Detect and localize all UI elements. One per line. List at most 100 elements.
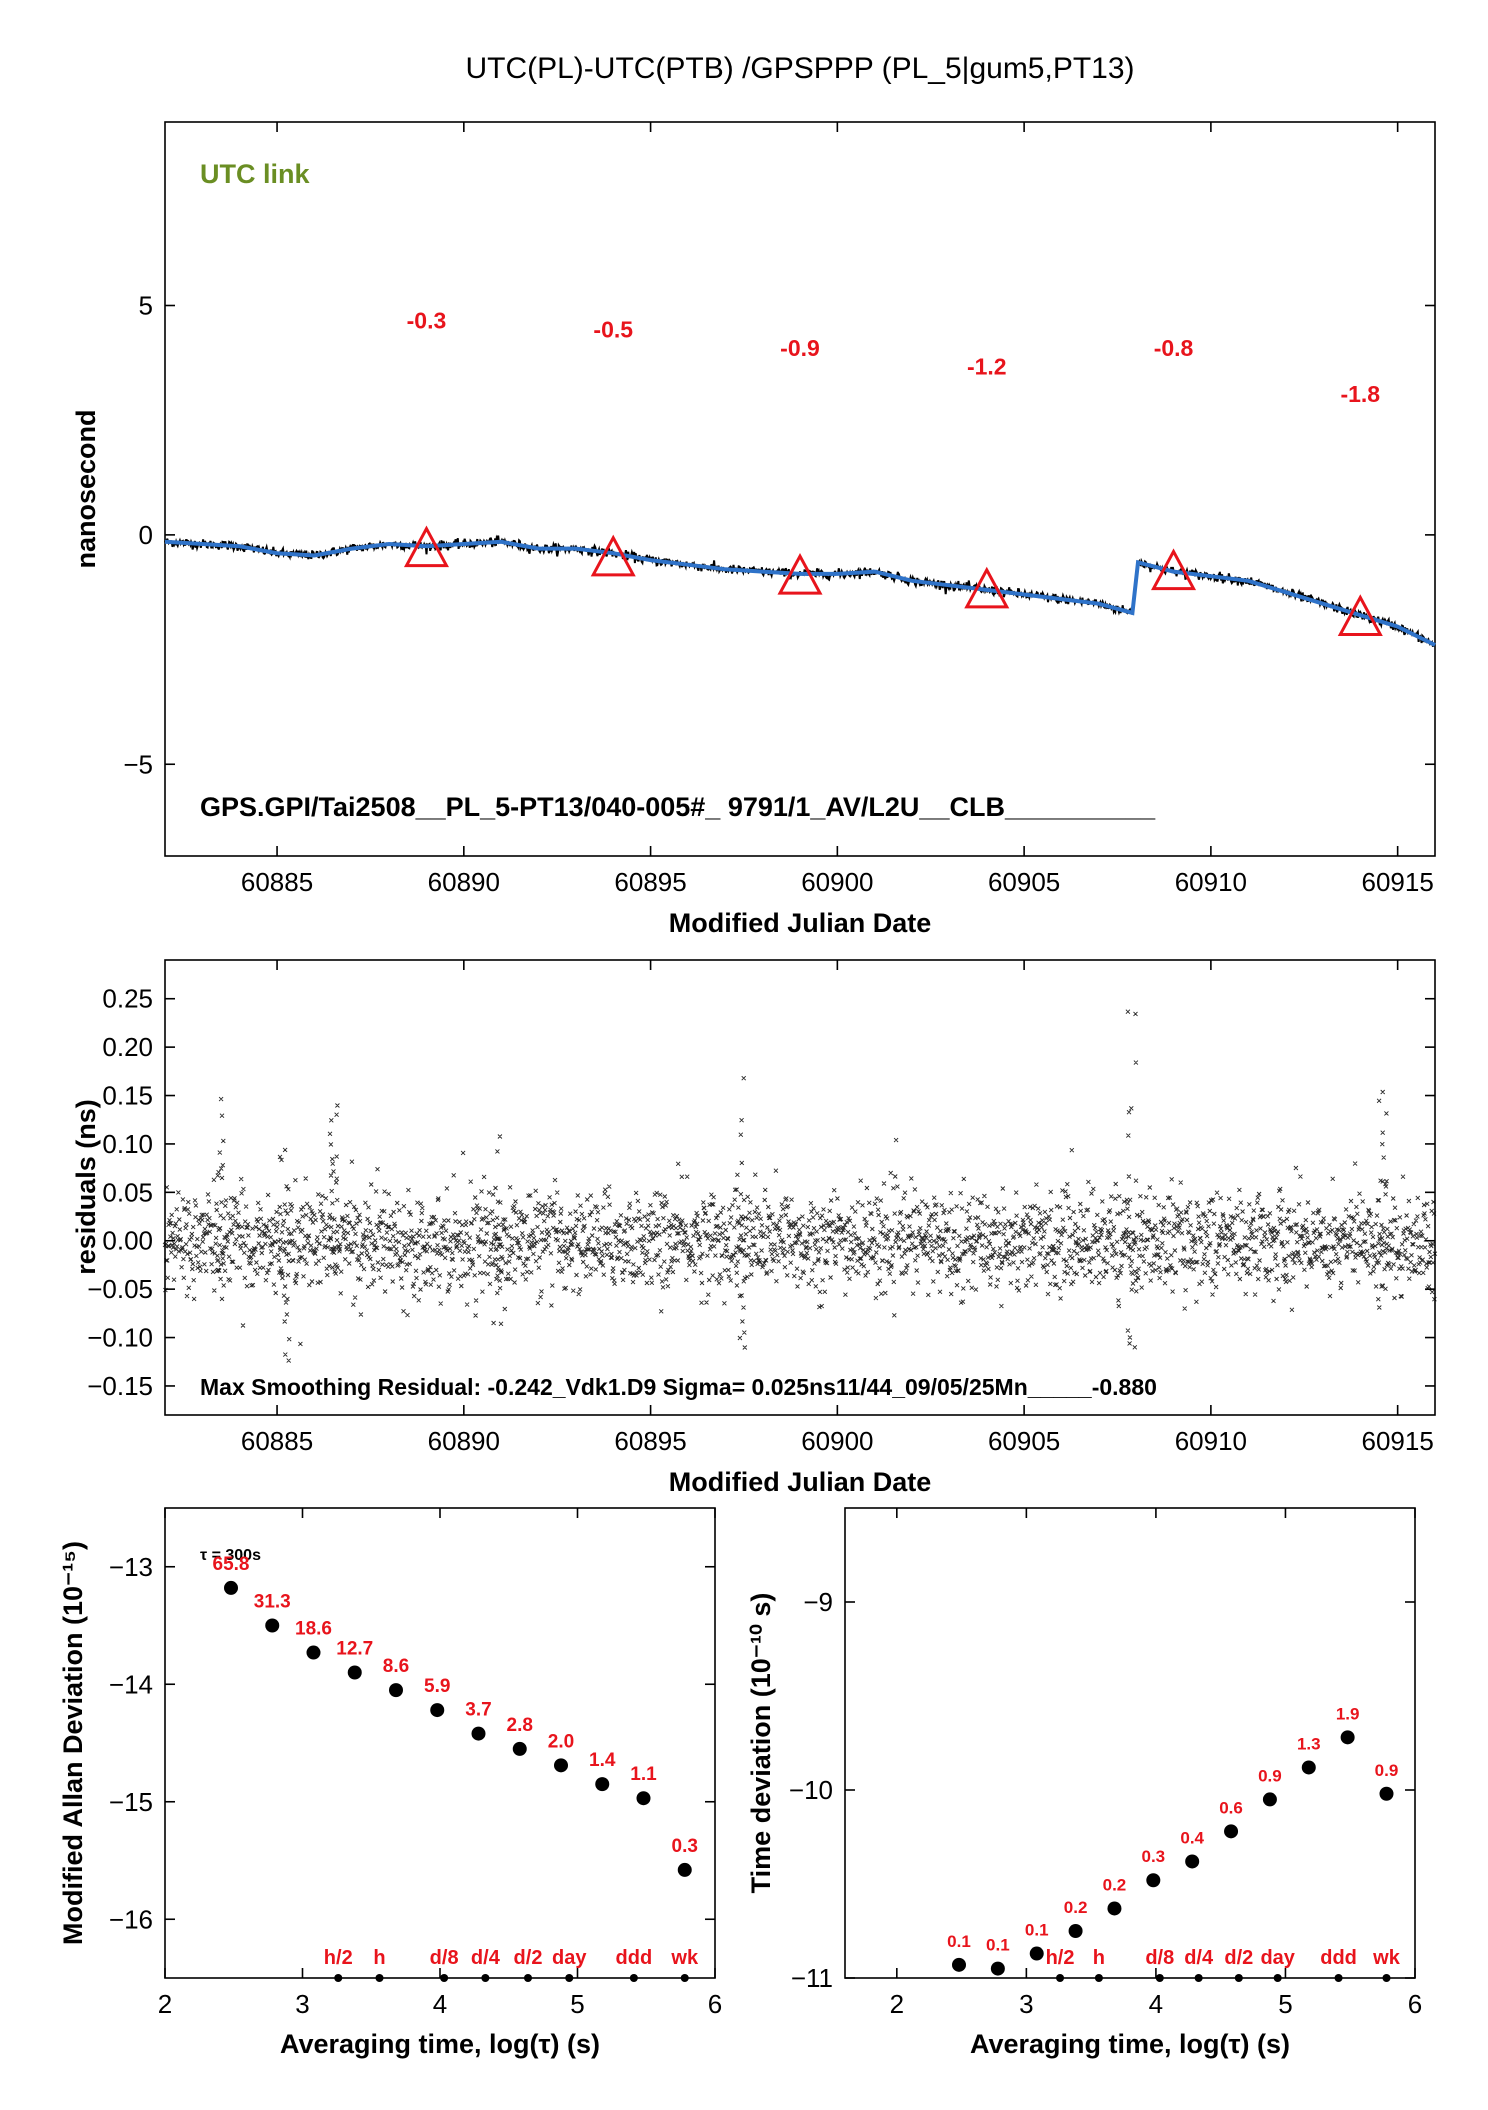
time-deviation-panel: Time deviation (10⁻¹⁰ s) Averaging time,… [746,1507,1422,2059]
panel4-point-label: 0.1 [1025,1921,1049,1940]
panel2-xtick-label: 60885 [241,1426,313,1456]
panel1-ticks: 60885 60890 60895 60900 60905 60910 60915 −5 0 5 [123,122,1435,897]
panel3-timemark-label: day [552,1947,587,1969]
panel3-point-label: 65.8 [213,1554,250,1575]
panel2-frame [164,959,1436,1416]
panel1-ytick-label: 0 [139,520,153,550]
panel1-triangle-marker [403,525,449,568]
panel2-ticks: 60885 60890 60895 60900 60905 60910 60915 −0.15… [87,960,1435,1456]
panel4-timemark-label: wk [1372,1947,1401,1969]
panel1-noise-band [164,534,1436,647]
panel3-timemark-label: d/4 [471,1947,501,1969]
panel3-timemark-dot [565,1974,574,1982]
panel3-point [347,1665,362,1680]
panel1-marker-label: -0.3 [407,307,447,333]
panel3-point-label: 0.3 [672,1836,698,1857]
panel1-footnote: GPS.GPI/Tai2508__PL_5-PT13/040-005#_ 979… [200,792,1156,822]
panel4-point [1379,1786,1394,1801]
panel2-xtick-label: 60890 [428,1426,500,1456]
panel3-timemark-label: h [373,1947,385,1969]
panel1-marker-label: -1.2 [967,353,1007,379]
panel3-xtick-label: 6 [708,1989,722,2019]
panel3-timemark-label: d/2 [514,1947,543,1969]
panel4-point-label: 0.2 [1064,1898,1088,1917]
panel4-point-label: 0.6 [1219,1798,1243,1817]
panel2-xtick-label: 60910 [1175,1426,1247,1456]
panel3-point-label: 12.7 [336,1639,373,1660]
panel3-xlabel: Averaging time, log(τ) (s) [280,2029,600,2059]
panel2-annotation: Max Smoothing Residual: -0.242_Vdk1.D9 S… [200,1374,1157,1400]
panel3-point [265,1618,280,1633]
panel4-ytick-label: −11 [791,1963,833,1993]
panel4-timemark-dot [1056,1974,1065,1982]
panel3-point-label: 1.1 [630,1764,657,1785]
panel1-triangle-marker [590,534,636,577]
panel3-ytick-label: −16 [109,1904,153,1934]
panel3-xtick-label: 3 [295,1989,309,2019]
panel1-triangle-marker [964,566,1010,609]
panel3-point [554,1758,568,1773]
panel2-ytick-label: 0.05 [102,1177,153,1207]
panel4-ytick-label: −9 [803,1587,833,1617]
panel3-ytick-label: −15 [109,1787,153,1817]
panel3-timemark-dot [481,1974,490,1982]
panel4-point [1262,1792,1277,1807]
panel4-point [1068,1924,1083,1938]
panel1-xtick-label: 60915 [1361,867,1433,897]
panel4-xtick-label: 2 [890,1989,904,2019]
panel3-ytick-label: −13 [109,1552,153,1582]
panel1-xtick-label: 60885 [241,867,313,897]
panel2-residual-cloud [162,1009,1438,1363]
panel3-point-label: 5.9 [424,1676,450,1697]
panel4-point-label: 0.4 [1180,1828,1204,1847]
panel1-ytick-label: 5 [139,291,153,321]
panel1-marker-label: -1.8 [1340,381,1380,407]
panel1-xtick-label: 60905 [988,867,1060,897]
panel4-point-label: 0.2 [1103,1875,1127,1894]
panel4-point [1340,1730,1355,1745]
panel3-tau-note: τ = 300s [200,1547,261,1564]
panel4-point [1029,1946,1044,1961]
panel1-series-line [164,539,1436,647]
panel4-timemark-dot [1382,1974,1391,1982]
panel4-ylabel: Time deviation (10⁻¹⁰ s) [746,1593,776,1894]
panel1-xtick-label: 60890 [428,867,500,897]
panel3-point [636,1791,651,1806]
panel4-point-label: 1.9 [1336,1704,1360,1723]
panel4-timemark-label: day [1260,1947,1295,1969]
panel4-timemark-label: h [1093,1947,1105,1969]
panel3-timemark-dot [375,1974,384,1982]
panel3-timemark-label: h/2 [324,1947,353,1969]
panel3-point-label: 2.8 [507,1715,533,1736]
panel4-point [1146,1873,1161,1888]
panel2-xtick-label: 60895 [614,1426,686,1456]
panel3-point [512,1741,527,1756]
panel2-xtick-label: 60900 [801,1426,873,1456]
panel3-point-label: 18.6 [295,1619,332,1640]
panel4-point-label: 0.9 [1258,1766,1282,1785]
panel3-timemark-label: ddd [616,1947,653,1969]
panel1-xtick-label: 60895 [614,867,686,897]
panel2-ytick-label: −0.15 [87,1371,153,1401]
panel3-point-label: 2.0 [548,1731,574,1752]
panel3-point [224,1580,238,1595]
panel3-point [389,1683,403,1698]
panel3-xtick-label: 5 [570,1989,584,2019]
panel1-triangle-marker [1151,548,1197,591]
panel2-xtick-label: 60915 [1361,1426,1433,1456]
panel4-timemark-dot [1334,1974,1343,1982]
panel4-point [1224,1824,1239,1839]
panel3-timemark-label: d/8 [430,1947,459,1969]
panel1-marker-label: -0.9 [780,335,820,361]
panel3-timemark-dot [629,1974,638,1982]
panel4-point-label: 0.3 [1141,1847,1165,1866]
panel4-timemark-dot [1234,1974,1243,1982]
panel3-timemark-dot [524,1974,532,1982]
panel2-ytick-label: 0.15 [102,1081,153,1111]
panel4-points: 0.1 0.1 0.1 0.2 0.2 0.3 0.4 0.6 0.9 1.3 1.9 0.9 h/2 h… [947,1704,1401,1982]
panel2-xlabel: Modified Julian Date [669,1467,932,1497]
panel3-point-label: 8.6 [383,1656,409,1677]
panel4-xtick-label: 6 [1408,1989,1422,2019]
panel4-xtick-label: 5 [1278,1989,1292,2019]
panel3-xtick-label: 2 [158,1989,172,2019]
